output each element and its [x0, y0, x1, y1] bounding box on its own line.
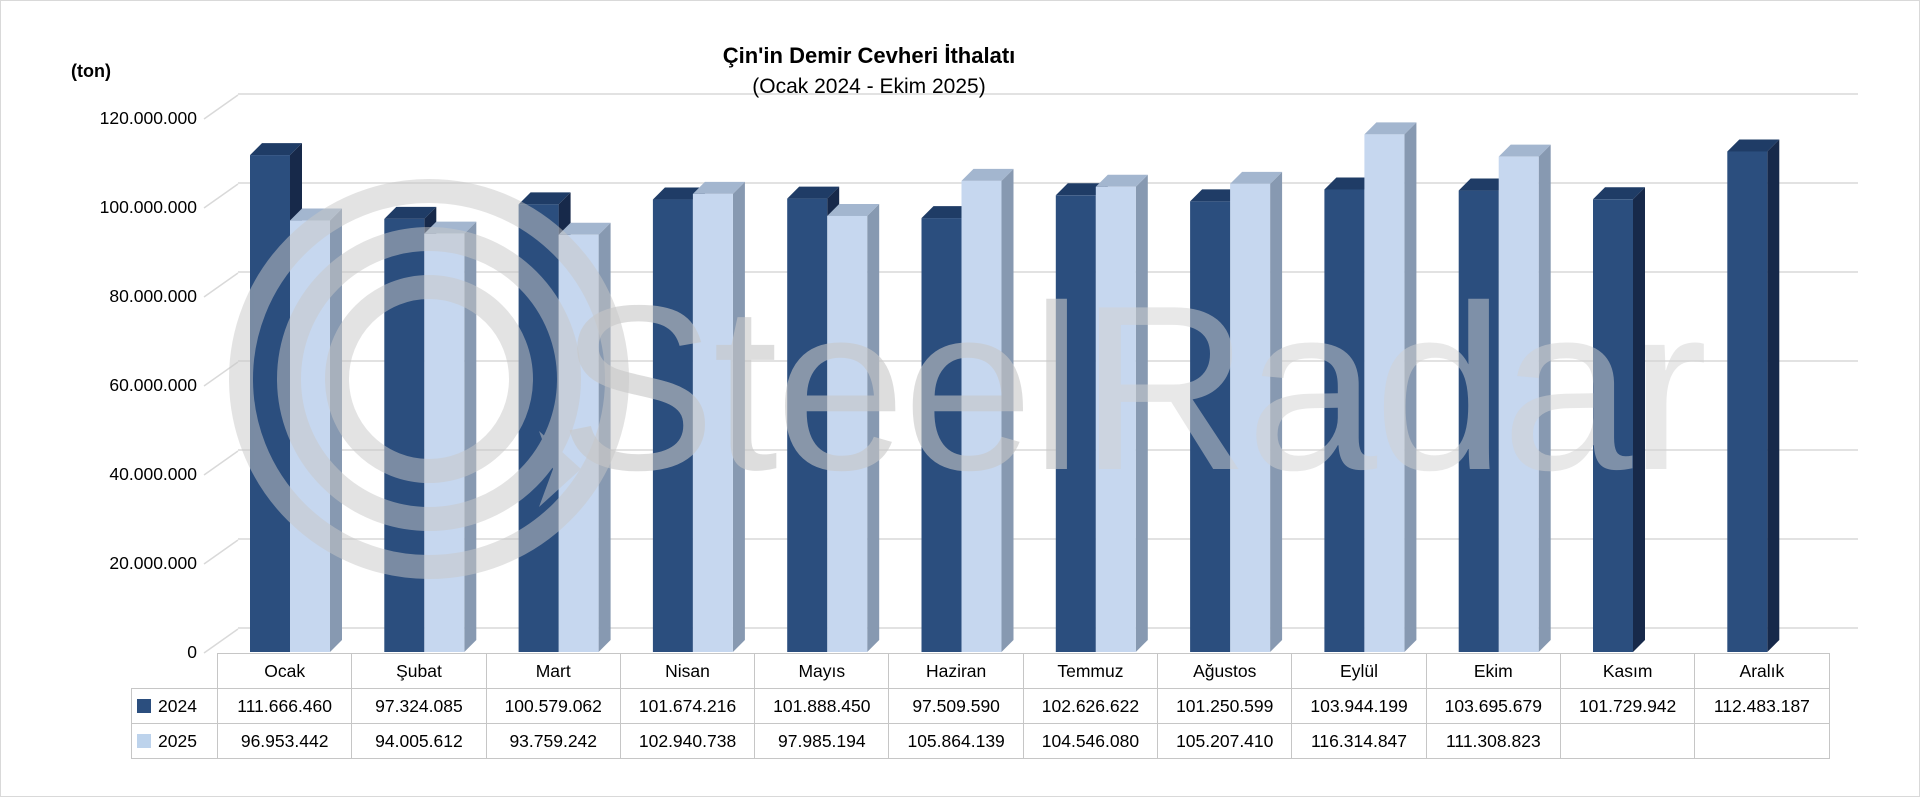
- gridline-depth-tick: [203, 272, 239, 298]
- legend-cell-2025: 2025: [131, 723, 218, 759]
- value-cell-2025-Aralık: [1694, 723, 1830, 759]
- y-axis-tick-label: 100.000.000: [100, 197, 198, 217]
- month-header-Kasım: Kasım: [1559, 653, 1696, 689]
- value-cell-2025-Mayıs: 97.985.194: [754, 723, 890, 759]
- month-header-Nisan: Nisan: [619, 653, 756, 689]
- value-cell-2025-Ocak: 96.953.442: [216, 723, 353, 759]
- value-cell-2024-Şubat: 97.324.085: [351, 688, 487, 724]
- bar-2025-Nisan: [692, 181, 745, 653]
- value-cell-2024-Mart: 100.579.062: [485, 688, 621, 724]
- month-header-Temmuz: Temmuz: [1022, 653, 1159, 689]
- month-header-Eylül: Eylül: [1291, 653, 1427, 689]
- watermark-text: SteelRadar: [559, 256, 1705, 519]
- bar-2025-Şubat: [424, 221, 477, 652]
- gridlines: 0 20.000.000 40.000.000 60.000.000 80.000.00…: [100, 93, 1858, 662]
- bar-2025-Mayıs: [827, 203, 880, 652]
- value-cell-2025-Haziran: 105.864.139: [888, 723, 1024, 759]
- value-cell-2025-Nisan: 102.940.738: [619, 723, 756, 759]
- gridline-depth-tick: [203, 450, 239, 476]
- value-cell-2024-Kasım: 101.729.942: [1559, 688, 1696, 724]
- bar-2024-Mayıs: [787, 186, 840, 652]
- bar-2025-Ekim: [1498, 144, 1551, 653]
- y-axis-tick-label: 80.000.000: [109, 286, 197, 306]
- value-cell-2024-Haziran: 97.509.590: [888, 688, 1024, 724]
- y-axis-tick-label: 20.000.000: [109, 553, 197, 573]
- value-cell-2025-Temmuz: 104.546.080: [1022, 723, 1159, 759]
- value-cell-2025-Eylül: 116.314.847: [1291, 723, 1427, 759]
- value-cell-2024-Ekim: 103.695.679: [1425, 688, 1561, 724]
- bar-2025-Temmuz: [1095, 174, 1148, 652]
- month-header-Ekim: Ekim: [1425, 653, 1561, 689]
- y-axis-tick-label: 60.000.000: [109, 375, 197, 395]
- table-header-row: Ocak Şubat Mart Nisan Mayıs Haziran Temmuz Ağus…: [132, 653, 1830, 689]
- bar-2025-Haziran: [961, 168, 1014, 652]
- legend-label-2024: 2024: [158, 695, 197, 716]
- y-axis-unit-label: (ton): [71, 61, 111, 81]
- value-cell-2024-Nisan: 101.674.216: [619, 688, 756, 724]
- month-header-Ocak: Ocak: [216, 653, 353, 689]
- bar-2024-Aralık: [1727, 139, 1780, 652]
- gridline-depth-tick: [203, 539, 239, 565]
- legend-cell-2024: 2024: [131, 688, 218, 724]
- value-cell-2024-Ağustos: 101.250.599: [1157, 688, 1293, 724]
- bar-2025-Ağustos: [1230, 171, 1283, 652]
- value-cell-2025-Ağustos: 105.207.410: [1157, 723, 1293, 759]
- month-header-Mart: Mart: [485, 653, 621, 689]
- month-header-Haziran: Haziran: [888, 653, 1024, 689]
- value-cell-2024-Aralık: 112.483.187: [1694, 688, 1830, 724]
- legend-label-2025: 2025: [158, 730, 197, 751]
- bars: [250, 122, 1780, 653]
- bar-2024-Kasım: [1593, 187, 1645, 652]
- value-cell-2024-Temmuz: 102.626.622: [1022, 688, 1159, 724]
- watermark-logo-icon: [229, 179, 629, 579]
- month-header-Ağustos: Ağustos: [1157, 653, 1293, 689]
- table-corner-spacer: [132, 654, 218, 689]
- gridline-depth-tick: [203, 628, 239, 654]
- value-cell-2024-Ocak: 111.666.460: [216, 688, 353, 724]
- data-table: Ocak Şubat Mart Nisan Mayıs Haziran Temmuz Ağus…: [131, 653, 1830, 759]
- chart-subtitle: (Ocak 2024 - Ekim 2025): [752, 75, 986, 98]
- month-header-Şubat: Şubat: [351, 653, 487, 689]
- y-axis-tick-label: 0: [187, 642, 197, 662]
- y-axis-tick-label: 120.000.000: [100, 108, 198, 128]
- value-cell-2025-Ekim: 111.308.823: [1425, 723, 1561, 759]
- gridline-depth-tick: [203, 94, 239, 120]
- bar-2025-Eylül: [1364, 122, 1417, 653]
- watermark: SteelRadar: [229, 179, 1708, 579]
- value-cell-2025-Şubat: 94.005.612: [351, 723, 487, 759]
- table-row-2025: 2025 96.953.442 94.005.612 93.759.242 102.94…: [131, 723, 1830, 759]
- month-header-Mayıs: Mayıs: [754, 653, 890, 689]
- value-cell-2024-Mayıs: 101.888.450: [754, 688, 890, 724]
- value-cell-2025-Kasım: [1559, 723, 1696, 759]
- month-header-Aralık: Aralık: [1694, 653, 1830, 689]
- legend-swatch-2025: [137, 734, 151, 748]
- chart-title: Çin'in Demir Cevheri İthalatı: [722, 43, 1016, 68]
- legend-swatch-2024: [137, 699, 151, 713]
- value-cell-2025-Mart: 93.759.242: [485, 723, 621, 759]
- table-row-2024: 2024 111.666.460 97.324.085 100.579.062 101.…: [131, 688, 1830, 724]
- gridline-depth-tick: [203, 183, 239, 209]
- value-cell-2024-Eylül: 103.944.199: [1291, 688, 1427, 724]
- y-axis-tick-label: 40.000.000: [109, 464, 197, 484]
